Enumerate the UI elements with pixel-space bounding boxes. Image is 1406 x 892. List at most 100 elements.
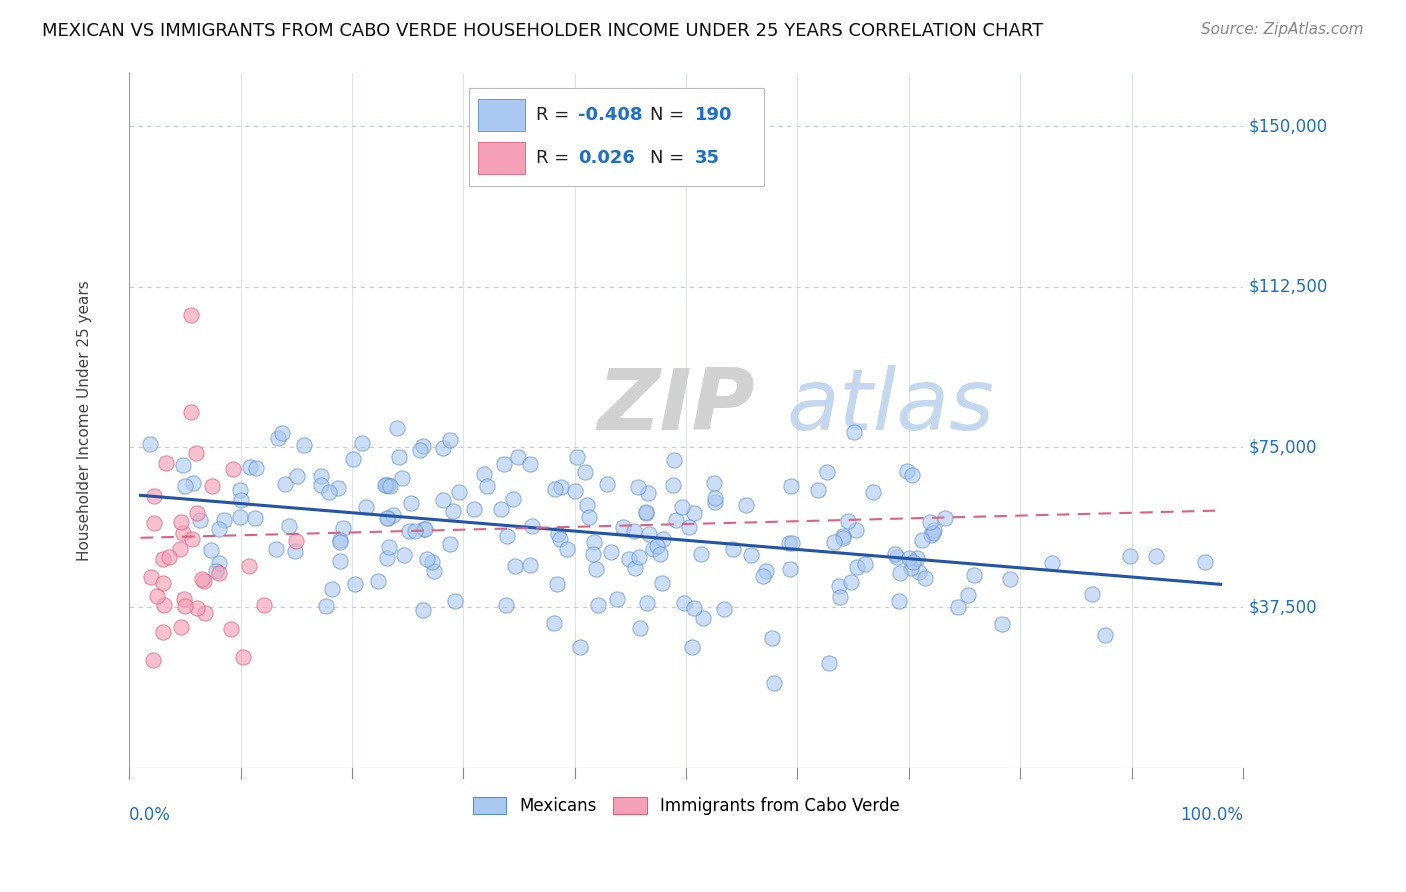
Point <box>1194 555 1216 569</box>
Point <box>311 469 333 483</box>
Point <box>170 620 193 634</box>
Text: $75,000: $75,000 <box>1249 438 1317 456</box>
Text: N =: N = <box>651 149 696 167</box>
Point <box>963 568 986 582</box>
Point <box>449 485 471 500</box>
Point <box>212 513 235 527</box>
Point <box>755 564 778 578</box>
Point <box>853 557 876 571</box>
Point <box>606 592 628 607</box>
Point <box>839 575 862 590</box>
Point <box>253 599 276 613</box>
Point <box>239 459 262 474</box>
Point <box>818 656 841 670</box>
Point <box>342 452 364 467</box>
Point <box>208 556 231 570</box>
Point <box>703 491 725 505</box>
Point <box>815 465 838 479</box>
Point <box>173 478 195 492</box>
Point <box>188 513 211 527</box>
Point <box>665 512 688 526</box>
Point <box>271 425 294 440</box>
Point <box>229 510 252 524</box>
Point <box>352 436 374 450</box>
Point <box>381 508 404 522</box>
Text: R =: R = <box>536 149 581 167</box>
Point <box>1118 549 1140 563</box>
Point <box>901 467 924 482</box>
Point <box>920 528 942 542</box>
Point <box>637 527 659 541</box>
Point <box>830 591 852 605</box>
Point <box>186 600 208 615</box>
Point <box>285 469 308 483</box>
Point <box>208 566 231 580</box>
Point <box>520 518 543 533</box>
Point <box>229 493 252 508</box>
Point <box>702 475 724 490</box>
Point <box>412 439 434 453</box>
Point <box>713 601 735 615</box>
Point <box>837 514 859 528</box>
Point <box>477 479 499 493</box>
Point <box>1040 556 1063 570</box>
Point <box>243 511 266 525</box>
Point <box>690 547 713 561</box>
Point <box>181 476 204 491</box>
Point <box>169 542 191 557</box>
Point <box>201 479 224 493</box>
Point <box>921 525 943 540</box>
Point <box>900 561 922 575</box>
Point <box>845 560 868 574</box>
Point <box>416 552 439 566</box>
Point <box>763 676 786 690</box>
Text: 100.0%: 100.0% <box>1180 805 1243 824</box>
Point <box>153 599 176 613</box>
Point <box>506 450 529 464</box>
FancyBboxPatch shape <box>478 142 524 174</box>
Point <box>245 461 267 475</box>
Point <box>432 493 454 508</box>
Text: atlas: atlas <box>786 365 994 448</box>
Point <box>623 524 645 538</box>
Point <box>420 555 443 569</box>
Point <box>548 532 571 546</box>
Point <box>401 496 423 510</box>
Point <box>1144 549 1167 564</box>
Point <box>152 552 174 566</box>
Point <box>543 616 565 631</box>
Point <box>321 582 343 596</box>
Text: 0.0%: 0.0% <box>129 805 172 824</box>
Point <box>491 502 513 516</box>
Text: Householder Income Under 25 years: Householder Income Under 25 years <box>77 280 93 561</box>
Point <box>173 599 195 613</box>
Point <box>318 485 340 500</box>
Point <box>388 450 411 464</box>
Point <box>574 466 596 480</box>
FancyBboxPatch shape <box>470 88 763 186</box>
Point <box>439 433 461 447</box>
Point <box>194 606 217 620</box>
Point <box>645 539 668 553</box>
Point <box>141 570 163 584</box>
Point <box>200 542 222 557</box>
Point <box>173 591 195 606</box>
Text: $150,000: $150,000 <box>1249 118 1327 136</box>
Point <box>385 420 408 434</box>
Point <box>583 534 606 549</box>
Point <box>439 537 461 551</box>
Point <box>375 478 398 492</box>
Point <box>309 477 332 491</box>
Point <box>329 533 352 547</box>
Point <box>377 510 399 524</box>
Point <box>662 477 685 491</box>
Point <box>761 632 783 646</box>
Point <box>172 458 194 472</box>
Text: $37,500: $37,500 <box>1249 599 1317 616</box>
Point <box>650 547 672 561</box>
Point <box>721 541 744 556</box>
Point <box>599 545 621 559</box>
Point <box>375 511 398 525</box>
Point <box>274 477 297 491</box>
Point <box>807 483 830 497</box>
